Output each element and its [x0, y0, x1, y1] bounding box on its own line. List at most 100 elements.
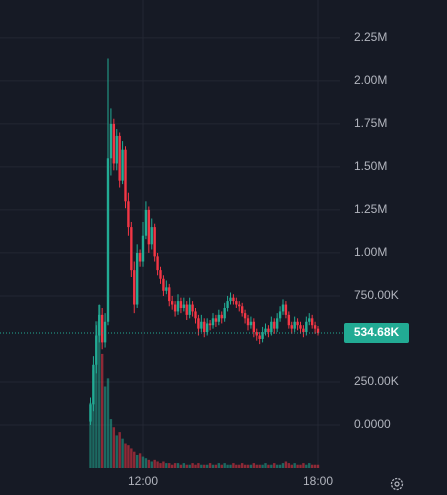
candle-body — [243, 313, 247, 319]
volume-bar — [135, 454, 139, 468]
candle-body — [235, 301, 238, 305]
candle-body — [89, 404, 92, 422]
volume-bar — [240, 463, 244, 468]
candle-body — [98, 314, 101, 336]
y-tick-label: 2.25M — [354, 30, 387, 44]
y-tick-label: 750.00K — [354, 288, 399, 302]
candle-body — [302, 328, 305, 333]
volume-bar — [293, 463, 296, 468]
candle-body — [275, 318, 279, 329]
volume-bar — [316, 464, 320, 468]
candle-body — [170, 301, 174, 305]
y-tick-label: 250.00K — [354, 374, 399, 388]
candle-body — [150, 227, 153, 245]
candle-body — [153, 227, 156, 257]
volume-bar — [252, 463, 256, 468]
candle-body — [147, 209, 151, 245]
volume-bar — [229, 464, 232, 468]
volume-bar — [121, 438, 124, 468]
volume-bar — [203, 464, 206, 468]
volume-bar — [118, 432, 121, 468]
volume-bar — [275, 464, 279, 468]
candle-body — [296, 321, 299, 326]
candle-body — [232, 297, 235, 302]
candle-body — [238, 304, 241, 307]
candle-body — [261, 332, 264, 339]
candle-body — [270, 321, 273, 333]
candle-body — [109, 123, 113, 159]
volume-bar — [130, 448, 133, 468]
volume-bar — [89, 402, 92, 468]
last-price-box — [344, 322, 409, 343]
volume-bar — [258, 464, 261, 468]
candle-body — [106, 158, 110, 322]
candle-body — [305, 321, 308, 333]
candle-body — [182, 304, 186, 308]
candle-body — [156, 256, 159, 271]
volume-bar — [185, 464, 188, 468]
volume-bar — [205, 464, 209, 468]
candle-body — [208, 323, 212, 326]
volume-bar — [115, 435, 118, 468]
volume-bar — [287, 463, 291, 468]
candle-body — [133, 270, 136, 305]
candle-body — [124, 149, 127, 202]
volume-bar — [112, 427, 116, 468]
volume-bar — [170, 464, 174, 468]
settings-icon[interactable] — [390, 477, 404, 491]
volume-bar — [255, 464, 258, 468]
x-tick-label: 12:00 — [128, 474, 158, 488]
volume-bar — [296, 464, 299, 468]
candle-body — [100, 314, 104, 343]
candle-body — [313, 325, 317, 329]
candle-body — [179, 301, 183, 308]
candle-body — [258, 335, 261, 339]
candle-body — [229, 297, 232, 302]
volume-bar — [109, 419, 113, 468]
volume-bar — [310, 464, 314, 468]
volume-bar — [299, 464, 302, 468]
volume-bar — [103, 386, 107, 468]
volume-bar — [267, 464, 270, 468]
y-tick-label: 1.75M — [354, 116, 387, 130]
candle-body — [290, 325, 293, 329]
volume-bar — [220, 464, 223, 468]
volume-bar — [235, 464, 238, 468]
gear-outline[interactable] — [390, 477, 404, 491]
candle-body — [217, 314, 221, 322]
candle-body — [246, 318, 250, 326]
candle-body — [138, 252, 142, 262]
volume-bar — [188, 464, 191, 468]
volume-bar — [138, 453, 142, 468]
candle-body — [194, 311, 197, 319]
volume-bar — [173, 463, 177, 468]
volume-bar — [156, 461, 159, 468]
volume-bar — [211, 464, 215, 468]
volume-bar — [98, 305, 101, 468]
y-tick-label: 1.25M — [354, 202, 387, 216]
volume-bar — [246, 464, 250, 468]
candle-body — [197, 318, 200, 329]
volume-bar — [270, 464, 273, 468]
volume-bar — [243, 464, 247, 468]
candle-body — [115, 135, 118, 164]
candle-body — [141, 235, 145, 262]
volume-bar — [308, 463, 311, 468]
candle-body — [308, 318, 311, 322]
candle-body — [281, 304, 285, 312]
volume-bars — [89, 305, 320, 468]
volume-bar — [284, 461, 288, 468]
volume-bar — [281, 463, 285, 468]
volume-bar — [141, 456, 145, 468]
y-tick-label: 1.50M — [354, 159, 387, 173]
gear-center[interactable] — [394, 481, 400, 487]
candle-body — [220, 314, 223, 319]
volume-bar — [313, 464, 317, 468]
volume-bar — [162, 461, 165, 468]
volume-bar — [144, 458, 148, 468]
volume-bar — [217, 463, 221, 468]
candle-body — [165, 287, 168, 291]
volume-bar — [159, 463, 162, 468]
candle-body — [144, 209, 148, 236]
